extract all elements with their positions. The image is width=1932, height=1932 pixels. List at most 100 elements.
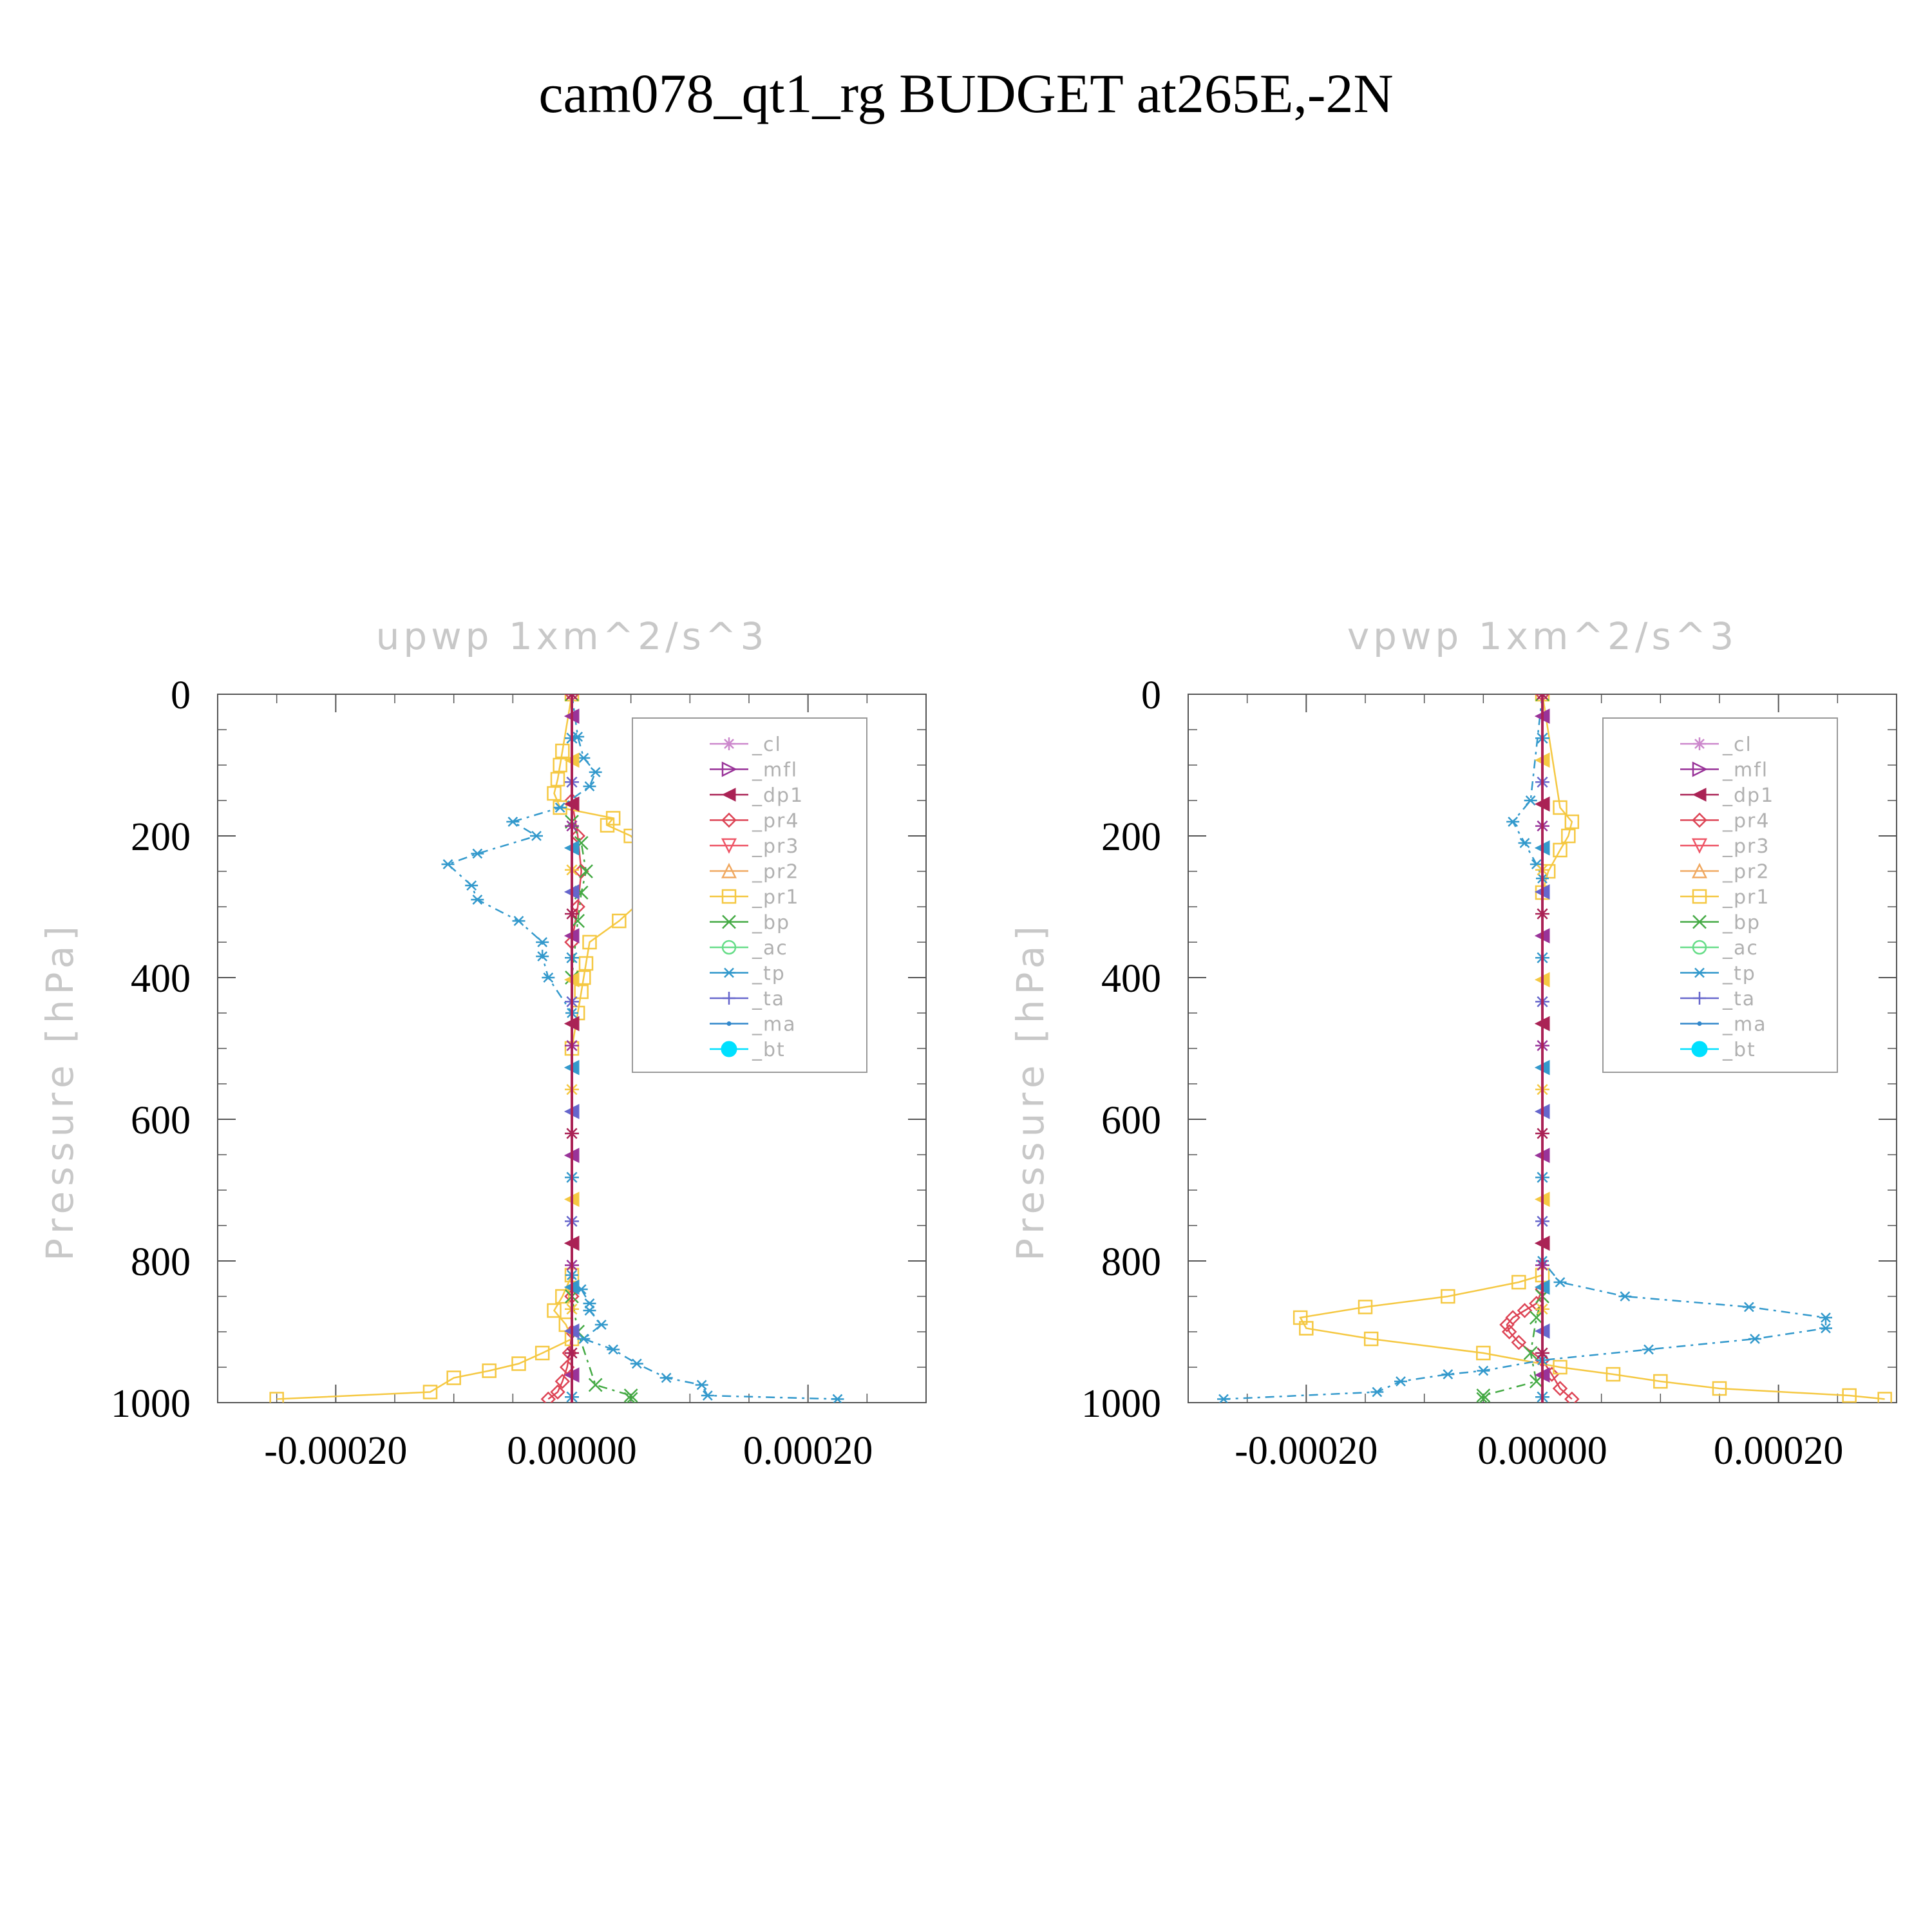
figure-title: cam078_qt1_rg BUDGET at265E,-2N bbox=[538, 62, 1394, 124]
legend-label: _bt bbox=[1722, 1039, 1756, 1061]
y-axis-label: Pressure [hPa] bbox=[1009, 921, 1052, 1261]
data-point-bp bbox=[1523, 1346, 1538, 1360]
data-point-pr1 bbox=[1842, 1388, 1857, 1403]
data-point-tp bbox=[1819, 1323, 1832, 1334]
legend-marker bbox=[1691, 862, 1708, 878]
legend-label: _cl bbox=[752, 734, 782, 756]
data-point-tp bbox=[583, 781, 596, 791]
data-point-tp bbox=[1394, 1376, 1407, 1387]
legend-label: _tp bbox=[1722, 963, 1756, 985]
data-point-pr1 bbox=[1553, 1359, 1567, 1375]
legend-marker bbox=[721, 1041, 737, 1057]
data-point-tp bbox=[583, 1305, 596, 1316]
legend-marker bbox=[723, 967, 735, 978]
data-point-pr1 bbox=[1561, 828, 1576, 844]
data-point-tp bbox=[589, 767, 602, 777]
y-tick-label: 600 bbox=[1101, 1099, 1161, 1142]
legend-marker bbox=[1692, 761, 1708, 777]
y-tick-label: 400 bbox=[131, 957, 191, 1001]
data-point-tp bbox=[1748, 1334, 1761, 1344]
data-point-pr1 bbox=[600, 818, 615, 833]
y-tick-label: 400 bbox=[1101, 957, 1161, 1001]
legend-marker bbox=[1693, 967, 1706, 978]
y-tick-label: 800 bbox=[131, 1240, 191, 1284]
legend-label: _bt bbox=[752, 1039, 786, 1061]
legend-marker bbox=[721, 812, 737, 828]
y-tick-label: 1000 bbox=[111, 1382, 191, 1426]
legend-label: _pr1 bbox=[1722, 886, 1770, 909]
plot-area bbox=[1217, 694, 1892, 1403]
panel-title: upwp 1xm^2/s^3 bbox=[376, 614, 768, 658]
panel-upwp: upwp 1xm^2/s^3 Pressure [hPa] -0.00020 0.00… bbox=[38, 614, 927, 1473]
data-point-tp bbox=[536, 937, 549, 947]
series-line-pr1 bbox=[276, 694, 674, 1400]
legend-marker bbox=[723, 737, 735, 750]
data-point-bp bbox=[623, 1392, 638, 1403]
data-point-tp bbox=[1742, 1302, 1756, 1312]
x-tick-label: 0.00020 bbox=[743, 1429, 873, 1473]
legend-label: _pr2 bbox=[1722, 861, 1770, 884]
data-point-pr1 bbox=[553, 757, 567, 773]
data-point-pr1 bbox=[482, 1363, 497, 1378]
data-point-pr1 bbox=[446, 1370, 461, 1385]
legend-marker bbox=[1692, 812, 1707, 828]
legend-marker bbox=[1693, 737, 1706, 750]
zero-column-marker bbox=[565, 694, 579, 700]
data-point-pr1 bbox=[555, 1289, 570, 1304]
data-point-tp bbox=[1370, 1387, 1384, 1397]
data-point-tp bbox=[831, 1394, 844, 1403]
legend-box bbox=[1602, 717, 1838, 1073]
legend-label: _mfl bbox=[1722, 759, 1768, 782]
y-tick-label: 0 bbox=[171, 674, 191, 717]
legend-marker bbox=[1691, 1041, 1708, 1057]
legend-marker bbox=[721, 940, 737, 955]
panel-title: vpwp 1xm^2/s^3 bbox=[1347, 614, 1738, 658]
data-point-pr1 bbox=[1441, 1289, 1455, 1304]
panel-vpwp: vpwp 1xm^2/s^3 Pressure [hPa] -0.00020 0.00… bbox=[1009, 614, 1897, 1473]
legend-label: _pr1 bbox=[752, 886, 799, 909]
legend-marker bbox=[1692, 788, 1707, 802]
y-tick-label: 600 bbox=[131, 1099, 191, 1142]
data-point-pr1 bbox=[269, 1392, 284, 1403]
data-point-pr1 bbox=[422, 1385, 438, 1399]
legend-label: _pr4 bbox=[1722, 810, 1770, 833]
legend-label: _ma bbox=[752, 1014, 797, 1036]
legend-label: _cl bbox=[1722, 734, 1752, 756]
data-point-bp bbox=[579, 864, 593, 878]
data-point-pr1 bbox=[1299, 1321, 1314, 1336]
legend-marker bbox=[1692, 940, 1707, 955]
data-point-pr1 bbox=[1877, 1392, 1892, 1403]
data-point-bp bbox=[623, 1388, 638, 1403]
x-tick-label: -0.00020 bbox=[264, 1429, 407, 1473]
data-point-pr1 bbox=[1712, 1381, 1727, 1396]
y-tick-label: 200 bbox=[1101, 815, 1161, 859]
legend-marker bbox=[1692, 889, 1707, 904]
legend-label: _bp bbox=[752, 912, 790, 934]
data-point-pr1 bbox=[550, 772, 565, 787]
data-point-tp bbox=[1518, 838, 1531, 848]
legend-marker bbox=[1693, 992, 1706, 1005]
x-tick-label: 0.00000 bbox=[507, 1429, 637, 1473]
data-point-pr1 bbox=[1358, 1300, 1373, 1314]
legend-marker bbox=[721, 761, 737, 777]
data-point-pr1 bbox=[574, 984, 589, 999]
data-point-tp bbox=[506, 817, 520, 827]
data-point-pr4 bbox=[1501, 1324, 1517, 1340]
legend-marker bbox=[721, 838, 737, 854]
data-point-tp bbox=[1524, 795, 1537, 806]
data-point-tp bbox=[536, 951, 549, 961]
data-point-tp bbox=[701, 1390, 714, 1401]
data-point-pr1 bbox=[1605, 1367, 1621, 1382]
zero-column-marker bbox=[1535, 694, 1549, 700]
legend-label: _bp bbox=[1722, 912, 1761, 934]
data-point-pr1 bbox=[1553, 842, 1567, 858]
legend-marker bbox=[1697, 1021, 1702, 1026]
legend-label: _pr4 bbox=[752, 810, 799, 833]
legend-label: _pr2 bbox=[752, 861, 799, 884]
data-point-pr1 bbox=[1653, 1374, 1668, 1389]
data-point-tp bbox=[1506, 817, 1520, 827]
data-point-tp bbox=[659, 1372, 673, 1383]
legend-marker bbox=[1692, 914, 1707, 929]
data-point-tp bbox=[607, 1344, 620, 1355]
